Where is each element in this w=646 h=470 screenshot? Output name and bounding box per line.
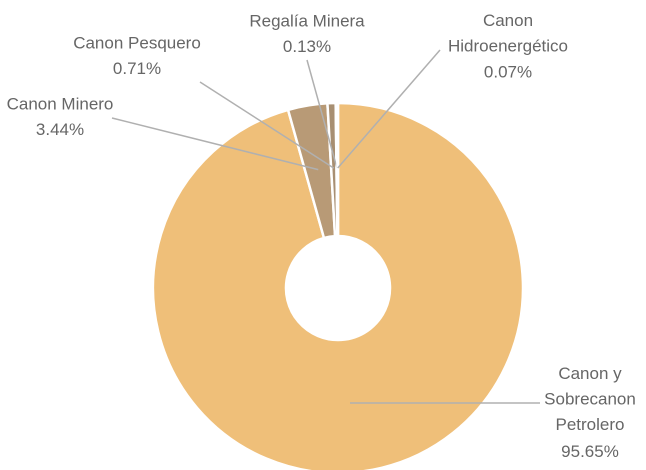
value-label: 0.07% [484,62,532,81]
label-line: Hidroenergético [448,37,568,56]
leader-line [337,49,441,169]
slice-label: Canon Pesquero [73,33,201,52]
slice-label: Canon Hidroenergético [448,11,568,56]
label-line: Canon y [558,364,622,383]
label-line: Sobrecanon [544,390,636,409]
leader-line [111,117,319,171]
value-label: 0.13% [283,37,331,56]
donut-slice [335,101,340,238]
value-label: 95.65% [561,442,619,461]
donut-slice [151,101,525,470]
slice-label: Regalía Minera [249,11,365,30]
leader-line [199,81,335,169]
label-line: Petrolero [556,415,625,434]
label-line: Canon [483,11,533,30]
slice-label: Canon Minero [7,94,114,113]
leader-line [306,59,338,169]
value-label: 3.44% [36,120,84,139]
value-label: 0.71% [113,59,161,78]
slice-label: Canon y Sobrecanon Petrolero [544,364,636,434]
